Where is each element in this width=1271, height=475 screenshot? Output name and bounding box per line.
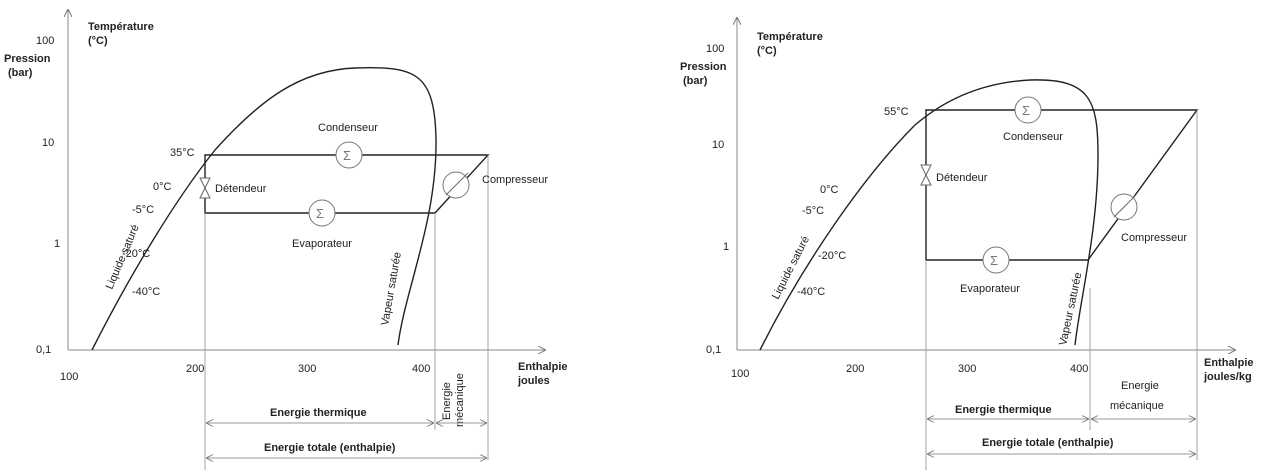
refrigeration-cycle xyxy=(925,109,1199,261)
temp-label: -20°C xyxy=(122,248,150,260)
axis-title-enthalpy: Enthalpie xyxy=(518,361,568,373)
temp-label: -40°C xyxy=(797,286,825,298)
temp-label: 0°C xyxy=(820,184,839,196)
condenser-icon: Σ xyxy=(1014,96,1042,124)
mechanical-energy-label-1: Energie xyxy=(1121,380,1159,392)
axis-title-enthalpy: Enthalpie xyxy=(1204,357,1254,369)
axis-title-pressure: Pression xyxy=(4,53,51,65)
axis-title-temperature-unit: (°C) xyxy=(757,45,777,57)
temp-label: -5°C xyxy=(132,204,154,216)
axis-title-pressure-unit: (bar) xyxy=(683,75,708,87)
y-tick: 0,1 xyxy=(706,344,721,356)
compressor-label: Compresseur xyxy=(1121,232,1187,244)
mechanical-energy-label-2: mécanique xyxy=(1110,400,1164,412)
svg-text:Σ: Σ xyxy=(1022,103,1030,118)
y-tick: 10 xyxy=(42,137,54,149)
condenser-label: Condenseur xyxy=(1003,131,1063,143)
svg-text:Σ: Σ xyxy=(990,253,998,268)
compressor-label: Compresseur xyxy=(482,174,548,186)
expansion-valve-label: Détendeur xyxy=(215,183,267,195)
diagram-right: 100 10 1 0,1 100 200 300 400 Température… xyxy=(680,18,1254,470)
axis-title-temperature: Température xyxy=(757,31,823,43)
x-tick: 100 xyxy=(731,368,749,380)
evaporator-label: Evaporateur xyxy=(960,283,1020,295)
compressor-icon xyxy=(1110,193,1138,221)
compressor-icon xyxy=(442,171,470,199)
expansion-valve-icon xyxy=(920,164,932,186)
axis-title-pressure: Pression xyxy=(680,61,727,73)
x-tick: 400 xyxy=(1070,363,1088,375)
temp-label: -5°C xyxy=(802,205,824,217)
total-energy-label: Energie totale (enthalpie) xyxy=(982,437,1114,449)
expansion-valve-label: Détendeur xyxy=(936,172,988,184)
temp-label: 35°C xyxy=(170,147,195,159)
x-tick: 100 xyxy=(60,371,78,383)
condenser-label: Condenseur xyxy=(318,122,378,134)
mechanical-energy-label-2: mécanique xyxy=(454,373,466,427)
svg-text:Σ: Σ xyxy=(316,206,324,221)
evaporator-label: Evaporateur xyxy=(292,238,352,250)
saturation-dome xyxy=(759,79,1099,351)
mechanical-energy-label-1: Energie xyxy=(441,382,453,420)
axis-title-enthalpy-unit: joules/kg xyxy=(1203,371,1252,383)
y-tick: 100 xyxy=(36,35,54,47)
x-tick: 200 xyxy=(846,363,864,375)
total-energy-label: Energie totale (enthalpie) xyxy=(264,442,396,454)
saturated-vapor-label: Vapeur saturée xyxy=(379,251,404,326)
temp-label: 0°C xyxy=(153,181,172,193)
x-tick: 400 xyxy=(412,363,430,375)
svg-text:Σ: Σ xyxy=(343,148,351,163)
y-tick: 10 xyxy=(712,139,724,151)
x-tick: 300 xyxy=(298,363,316,375)
y-tick: 1 xyxy=(723,241,729,253)
y-tick: 100 xyxy=(706,43,724,55)
saturation-dome xyxy=(91,67,437,351)
evaporator-icon: Σ xyxy=(982,246,1010,274)
thermal-energy-label: Energie thermique xyxy=(955,404,1052,416)
evaporator-icon: Σ xyxy=(308,199,336,227)
x-tick: 200 xyxy=(186,363,204,375)
axis-title-temperature-unit: (°C) xyxy=(88,35,108,47)
temp-label: 55°C xyxy=(884,106,909,118)
temp-label: -40°C xyxy=(132,286,160,298)
condenser-icon: Σ xyxy=(335,141,363,169)
thermal-energy-label: Energie thermique xyxy=(270,407,367,419)
y-tick: 1 xyxy=(54,238,60,250)
axis-title-temperature: Température xyxy=(88,21,154,33)
x-tick: 300 xyxy=(958,363,976,375)
axis-title-pressure-unit: (bar) xyxy=(8,67,33,79)
axis-title-enthalpy-unit: joules xyxy=(517,375,550,387)
diagram-left: 100 10 1 0,1 100 200 300 400 Température… xyxy=(4,10,568,470)
expansion-valve-icon xyxy=(199,177,211,199)
y-tick: 0,1 xyxy=(36,344,51,356)
temp-label: -20°C xyxy=(818,250,846,262)
